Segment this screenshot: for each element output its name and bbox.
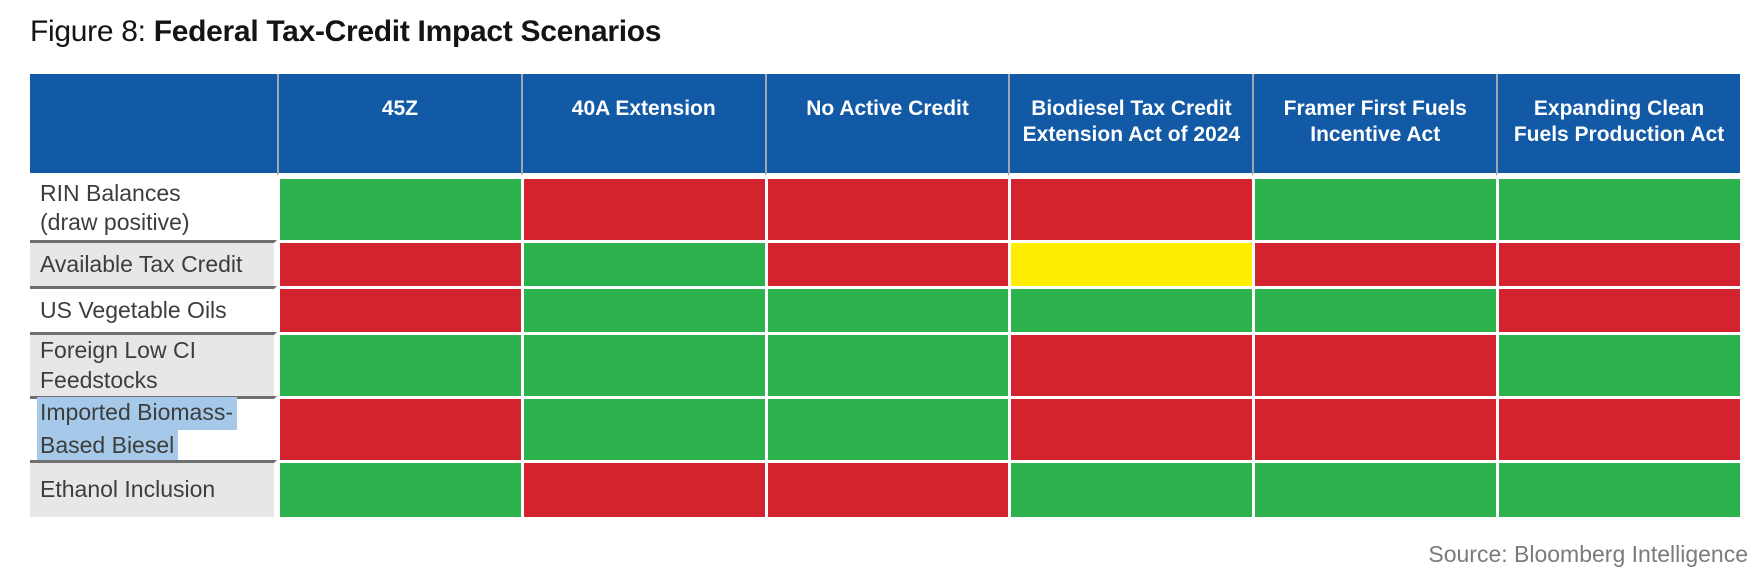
matrix-cell: [277, 460, 521, 517]
row-label: Foreign Low CI Feedstocks: [30, 332, 277, 396]
figure-title-text: Federal Tax-Credit Impact Scenarios: [153, 15, 662, 48]
matrix-cell: [1252, 332, 1497, 396]
figure-number: Figure 8:: [30, 15, 154, 48]
row-label-line: (draw positive): [40, 209, 190, 235]
matrix-cell: [520, 396, 765, 460]
matrix-cell: [520, 286, 765, 332]
matrix-cell: [277, 240, 521, 286]
column-header: 40A Extension: [520, 74, 765, 176]
matrix-cell: [1008, 396, 1253, 460]
matrix-cell: [1252, 240, 1497, 286]
row-label-line: US Vegetable Oils: [40, 296, 227, 323]
figure-title: Figure 8: Federal Tax-Credit Impact Scen…: [30, 15, 662, 49]
matrix-cell: [1008, 286, 1253, 332]
row-label-line: RIN Balances: [40, 179, 181, 206]
row-label-line: Feedstocks: [40, 366, 158, 393]
matrix-cell: [1496, 286, 1740, 332]
row-label-line: Ethanol Inclusion: [40, 476, 216, 503]
matrix-cell: [764, 460, 1009, 517]
matrix-cell: [1252, 286, 1497, 332]
matrix-cell: [1008, 332, 1253, 396]
row-label: RIN Balances (draw positive): [30, 176, 277, 240]
matrix-cell: [1496, 460, 1740, 517]
matrix-cell: [277, 286, 521, 332]
matrix-cell: [764, 332, 1009, 396]
matrix-cell: [764, 176, 1009, 240]
matrix-cell: [520, 240, 765, 286]
matrix-cell: [1496, 240, 1740, 286]
matrix-cell: [1008, 460, 1253, 517]
matrix-cell: [277, 396, 521, 460]
matrix-cell: [1008, 240, 1253, 286]
row-label: Ethanol Inclusion: [30, 460, 277, 517]
column-header: No Active Credit: [764, 74, 1009, 176]
source-attribution: Source: Bloomberg Intelligence: [1428, 541, 1748, 567]
matrix-cell: [1496, 396, 1740, 460]
matrix-cell: [520, 460, 765, 517]
row-label-line-selected[interactable]: Based Biesel: [37, 429, 179, 462]
row-label: US Vegetable Oils: [30, 286, 277, 332]
column-header: Biodiesel Tax Credit Extension Act of 20…: [1008, 74, 1253, 176]
matrix-corner-cell: [30, 74, 277, 176]
matrix-cell: [1252, 176, 1497, 240]
matrix-cell: [764, 286, 1009, 332]
row-label-line-selected[interactable]: Imported Biomass-: [37, 397, 238, 430]
matrix-cell: [1008, 176, 1253, 240]
matrix-cell: [277, 176, 521, 240]
matrix-cell: [1252, 396, 1497, 460]
column-header: 45Z: [277, 74, 521, 176]
row-label-line: Available Tax Credit: [40, 250, 243, 277]
matrix-cell: [764, 396, 1009, 460]
scenario-matrix: 45Z 40A Extension No Active Credit Biodiese…: [30, 74, 1740, 517]
row-label: Available Tax Credit: [30, 240, 277, 286]
matrix-cell: [764, 240, 1009, 286]
row-label: Imported Biomass- Based Biesel: [30, 396, 277, 462]
column-header: Framer First Fuels Incentive Act: [1252, 74, 1497, 176]
matrix-cell: [1252, 460, 1497, 517]
matrix-cell: [1496, 176, 1740, 240]
matrix-cell: [277, 332, 521, 396]
matrix-cell: [520, 332, 765, 396]
column-header: Expanding Clean Fuels Production Act: [1496, 74, 1740, 176]
row-label-line: Foreign Low CI: [40, 337, 196, 364]
matrix-cell: [1496, 332, 1740, 396]
matrix-cell: [520, 176, 765, 240]
